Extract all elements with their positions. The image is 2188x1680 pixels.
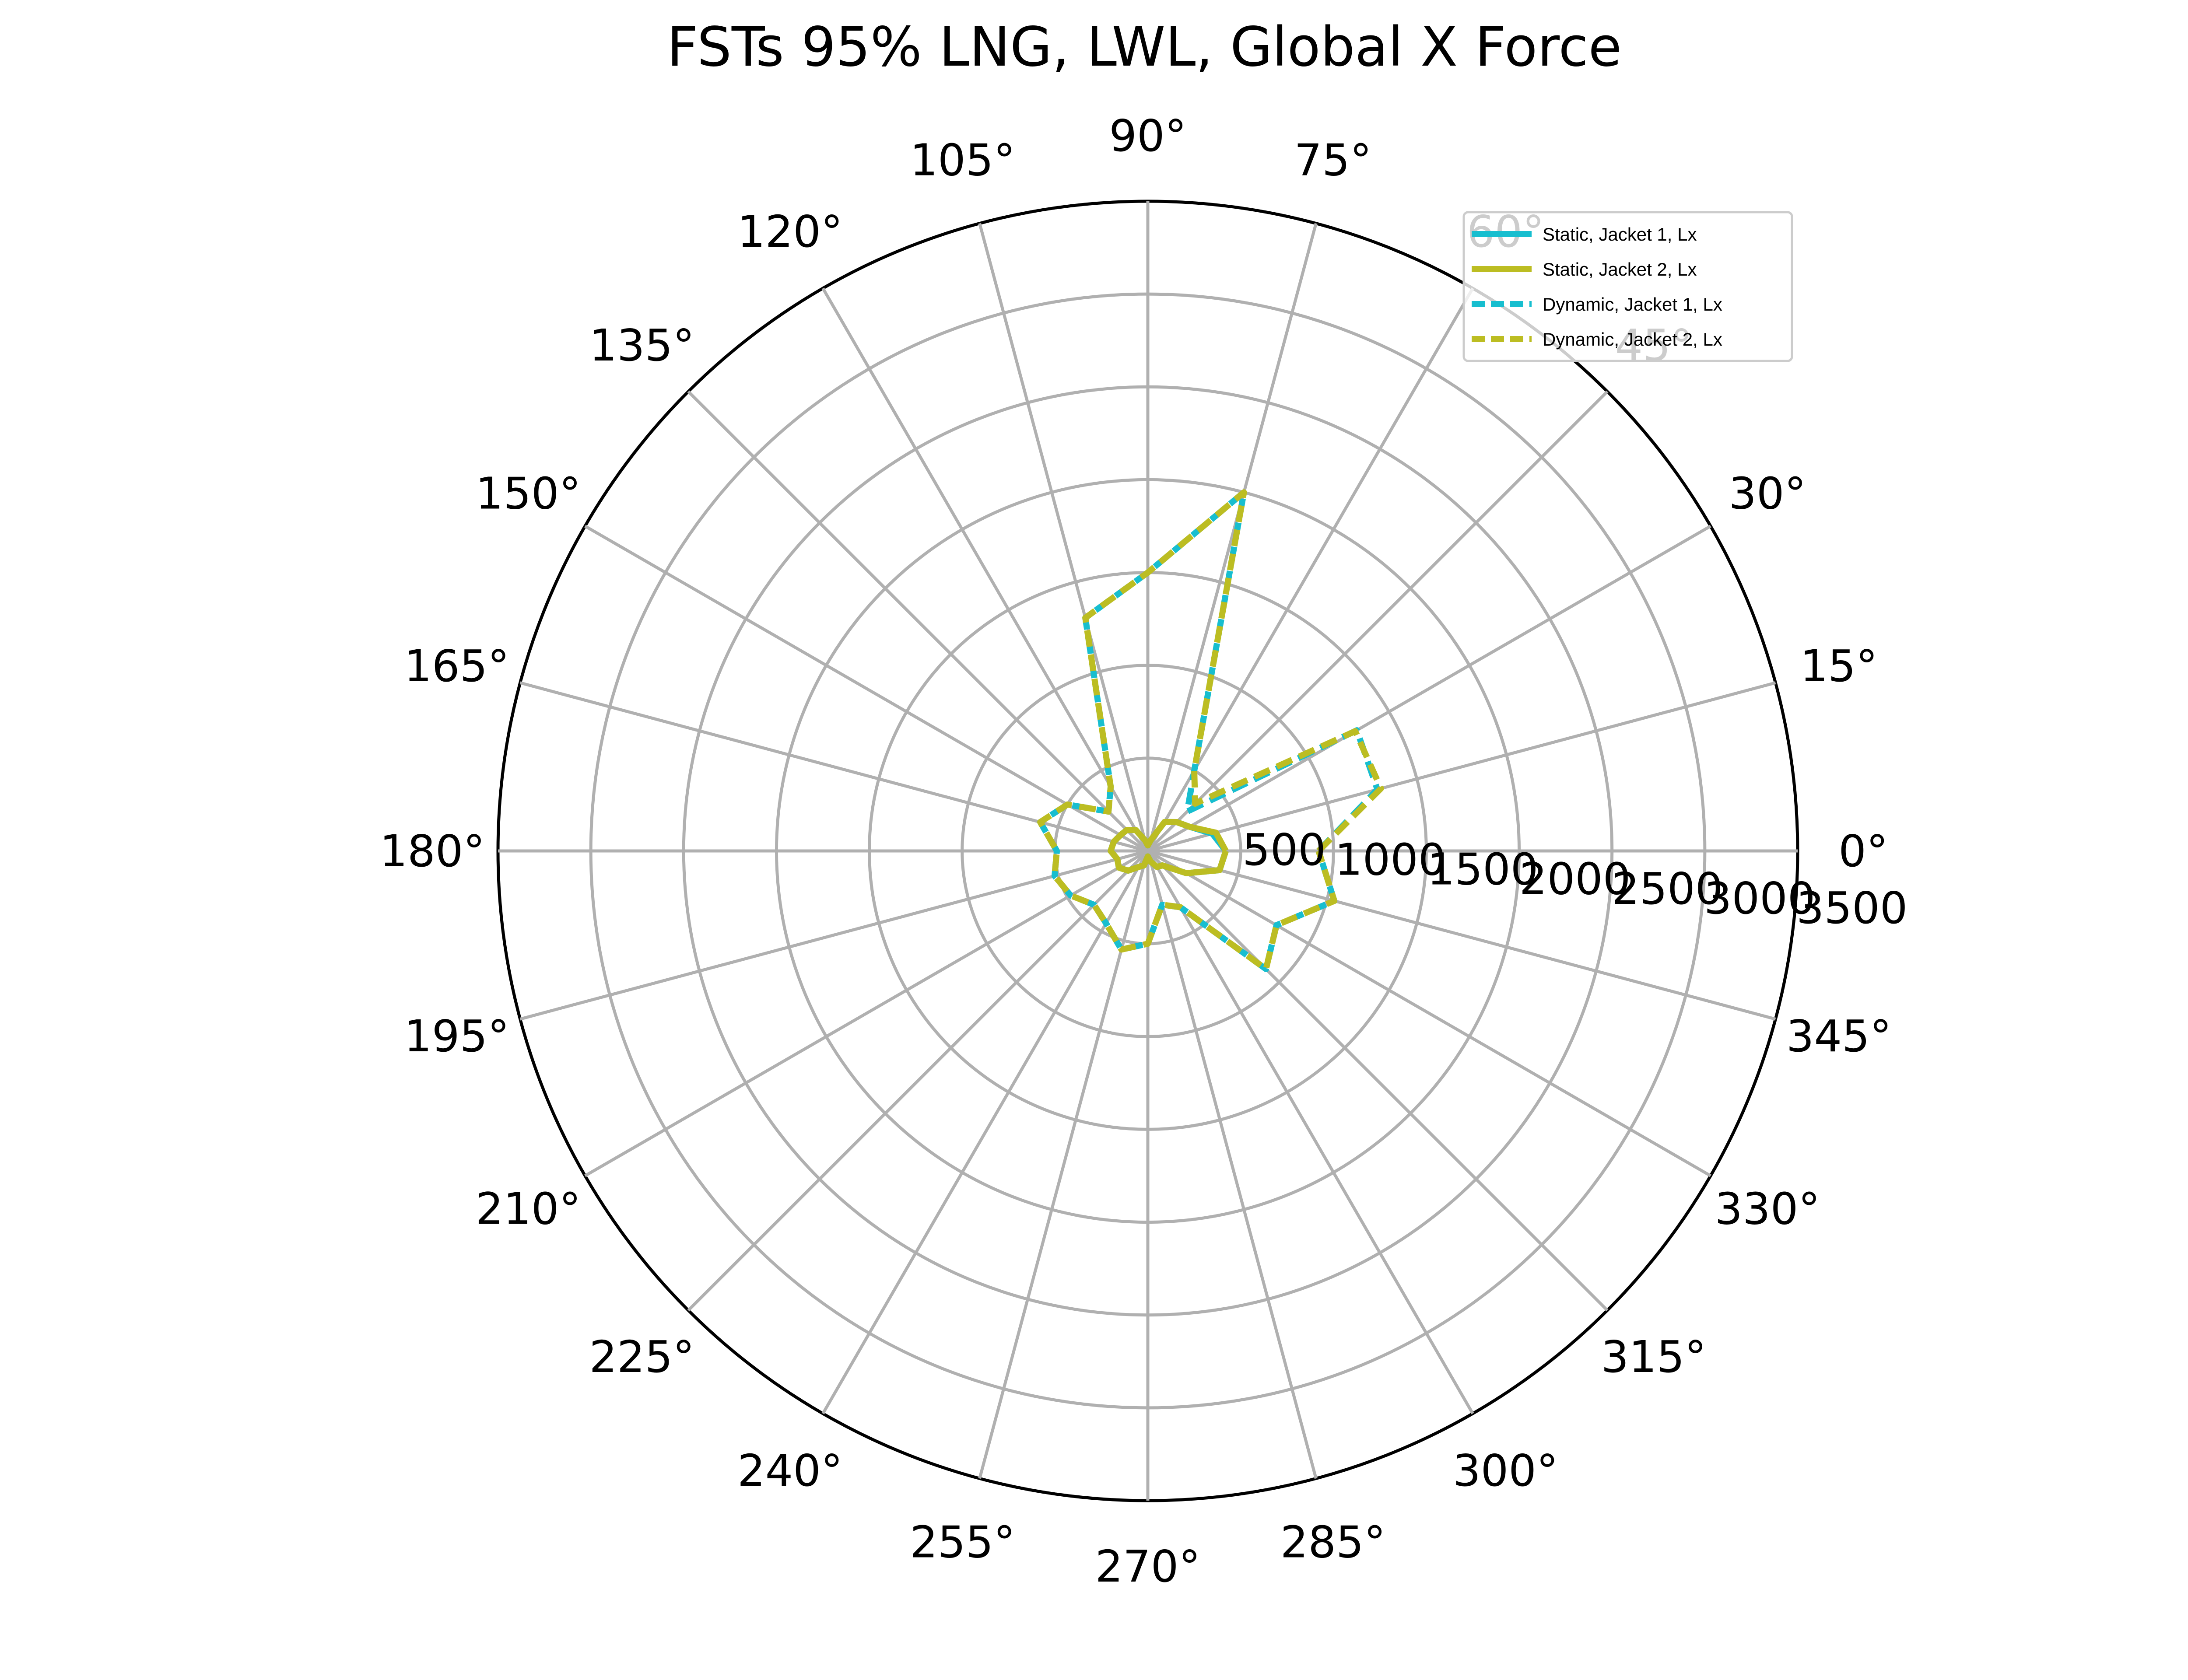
angular-gridline — [1147, 849, 1776, 1021]
angular-gridline — [1146, 223, 1318, 851]
angle-tick-label: 330° — [1715, 1183, 1820, 1235]
angular-gridline — [1147, 681, 1776, 853]
angular-gridline — [1146, 287, 1474, 852]
angle-tick-label: 180° — [380, 826, 485, 877]
legend: Static, Jacket 1, Lx Static, Jacket 2, Lx… — [1462, 211, 1793, 362]
angular-gridline — [687, 390, 1149, 852]
angular-gridline — [519, 681, 1148, 853]
angle-tick-label: 195° — [404, 1011, 509, 1062]
angle-tick-label: 150° — [476, 468, 581, 519]
angular-gridline — [821, 287, 1150, 852]
angular-gridline — [1147, 390, 1609, 852]
angular-gridline — [1146, 850, 1474, 1414]
angle-tick-label: 285° — [1280, 1516, 1386, 1568]
angle-tick-label: 75° — [1294, 135, 1372, 186]
angle-tick-label: 120° — [737, 206, 843, 257]
legend-label: Static, Jacket 2, Lx — [1543, 259, 1697, 280]
angle-tick-label: 15° — [1800, 640, 1878, 692]
angular-gridline — [978, 223, 1150, 851]
angle-tick-label: 165° — [404, 640, 509, 692]
radial-tick-label: 3500 — [1796, 882, 1908, 934]
series-line-2 — [1108, 819, 1229, 876]
grid-layer — [496, 200, 1799, 1502]
series-layer — [1037, 489, 1384, 972]
angle-tick-label: 300° — [1453, 1445, 1558, 1496]
radial-tick-label: 500 — [1242, 824, 1326, 875]
angle-tick-label: 240° — [737, 1445, 843, 1496]
angular-gridline — [821, 850, 1150, 1414]
angle-tick-label: 345° — [1786, 1011, 1892, 1062]
angular-gridline — [584, 849, 1149, 1177]
legend-label: Static, Jacket 1, Lx — [1543, 224, 1697, 245]
radial-tick-label: 2500 — [1612, 863, 1723, 914]
angle-tick-label: 0° — [1838, 826, 1888, 877]
legend-frame — [1462, 211, 1793, 362]
angle-tick-label: 270° — [1095, 1541, 1201, 1592]
angle-tick-label: 105° — [910, 135, 1015, 186]
angle-tick-label: 225° — [589, 1331, 694, 1382]
angular-gridline — [687, 850, 1149, 1312]
angle-tick-label: 90° — [1109, 110, 1186, 161]
angle-tick-label: 210° — [476, 1183, 581, 1235]
radial-tick-label: 1500 — [1427, 844, 1539, 895]
angle-tick-label: 30° — [1729, 468, 1806, 519]
angular-gridline — [1146, 850, 1318, 1479]
angular-gridline — [1147, 849, 1711, 1177]
angular-gridline — [519, 849, 1148, 1021]
radial-tick-label: 2000 — [1519, 854, 1631, 905]
radial-tick-label: 1000 — [1335, 834, 1446, 885]
angular-gridline — [1147, 525, 1711, 853]
angular-gridline — [1147, 850, 1609, 1312]
angle-tick-label: 315° — [1601, 1331, 1707, 1382]
angle-tick-label: 135° — [589, 320, 694, 371]
angle-tick-label: 255° — [910, 1516, 1015, 1568]
angular-gridline — [584, 525, 1149, 853]
chart-title: FSTs 95% LNG, LWL, Global X Force — [667, 16, 1622, 79]
radial-tick-label: 3000 — [1704, 873, 1816, 924]
series-line-4 — [1037, 489, 1384, 972]
angular-gridline — [978, 850, 1150, 1479]
legend-label: Dynamic, Jacket 1, Lx — [1543, 294, 1722, 315]
legend-label: Dynamic, Jacket 2, Lx — [1543, 329, 1722, 350]
